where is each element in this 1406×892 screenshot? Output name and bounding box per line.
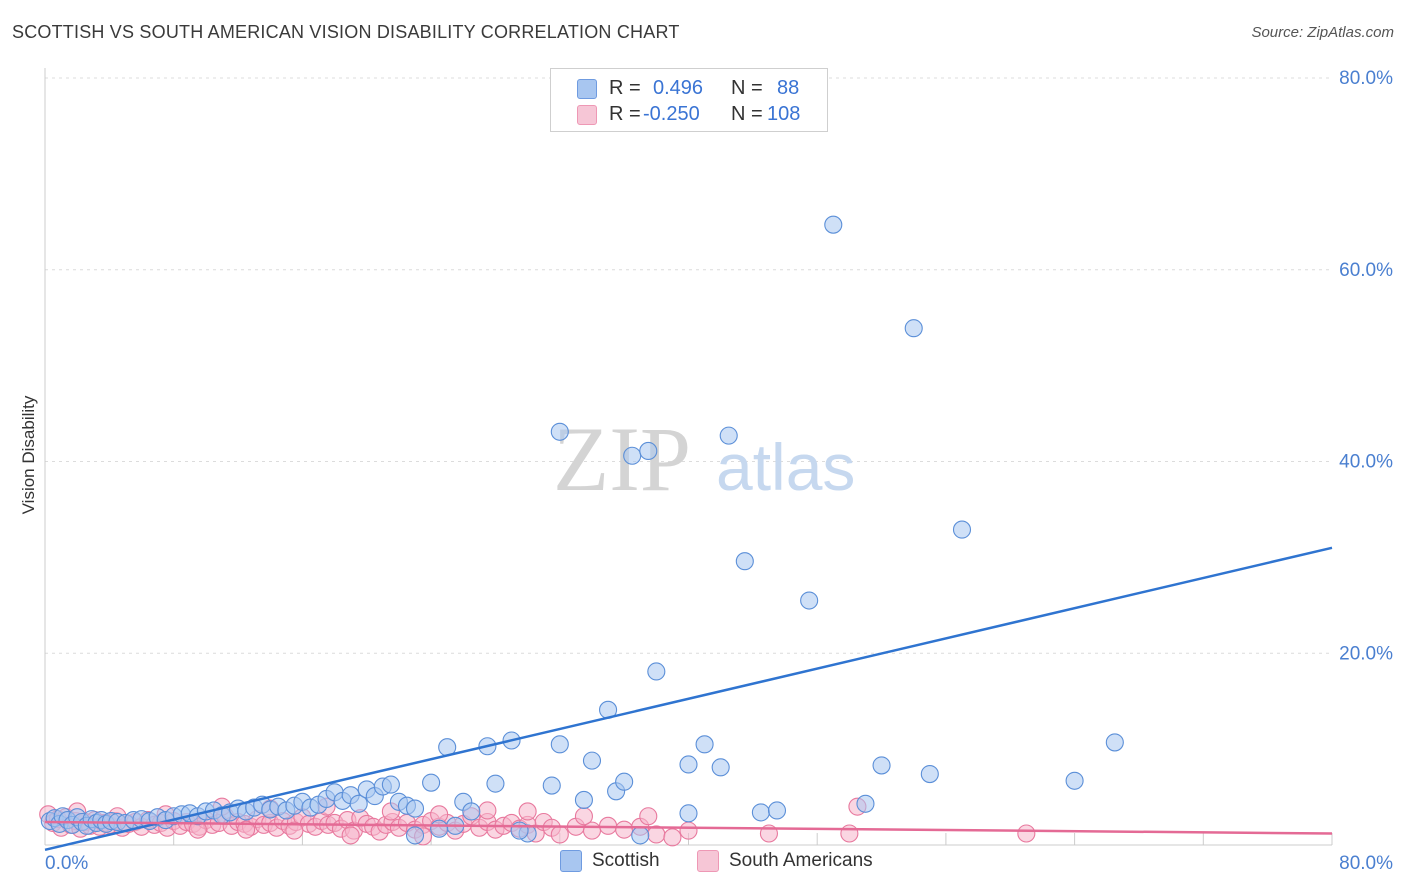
scottish-point[interactable] [872, 756, 891, 775]
y-tick-label: 60.0% [1339, 260, 1393, 281]
scottish-point[interactable] [719, 426, 738, 445]
n-label: N = [731, 102, 763, 125]
n-label: N = [731, 76, 763, 99]
south-americans-point[interactable] [341, 826, 360, 845]
scottish-points [40, 215, 1124, 845]
r-value: 0.496 [653, 76, 704, 99]
scottish-point[interactable] [462, 802, 481, 821]
legend-item-scottish[interactable]: Scottish [560, 850, 660, 872]
trend-lines [44, 546, 1333, 852]
scottish-point[interactable] [422, 773, 441, 792]
n-value: 108 [767, 102, 801, 125]
scottish-point[interactable] [405, 826, 425, 845]
scottish-point[interactable] [550, 735, 569, 754]
scottish-point[interactable] [631, 826, 650, 845]
legend-label: South Americans [729, 850, 873, 871]
scottish-point[interactable] [856, 794, 875, 813]
scottish-point[interactable] [735, 552, 754, 571]
stats-box: R = 0.496 N = 88 R = -0.250 N = 108 [550, 68, 828, 132]
y-tick-label: 20.0% [1339, 643, 1393, 664]
watermark: ZIP atlas [553, 408, 855, 510]
chart-title: SCOTTISH VS SOUTH AMERICAN VISION DISABI… [12, 22, 680, 42]
scottish-point[interactable] [639, 441, 658, 461]
r-value: -0.250 [643, 102, 700, 125]
south-americans-swatch [577, 105, 597, 125]
south-americans-point[interactable] [285, 821, 304, 840]
south-americans-point[interactable] [840, 824, 859, 843]
gridlines [45, 77, 1332, 654]
scottish-point[interactable] [405, 799, 425, 818]
south-americans-point[interactable] [679, 821, 698, 840]
south-americans-point[interactable] [574, 807, 593, 826]
scottish-point[interactable] [952, 520, 972, 539]
r-label: R = [609, 76, 641, 99]
scottish-swatch [577, 79, 597, 99]
legend-label: Scottish [592, 850, 660, 871]
south-americans-point[interactable] [518, 802, 537, 821]
scottish-point[interactable] [1105, 733, 1124, 752]
scottish-point[interactable] [542, 776, 561, 795]
y-axis-title: Vision Disability [19, 395, 38, 514]
watermark-atlas: atlas [716, 430, 855, 504]
scottish-point[interactable] [695, 735, 714, 754]
scottish-point[interactable] [679, 755, 698, 774]
y-tick-label: 40.0% [1339, 452, 1393, 473]
n-value: 88 [777, 76, 800, 99]
south-americans-point[interactable] [663, 828, 682, 847]
source-label: Source: ZipAtlas.com [1251, 24, 1394, 41]
scottish-point[interactable] [582, 751, 602, 770]
scottish-point[interactable] [623, 446, 642, 465]
scottish-point[interactable] [381, 775, 400, 794]
scottish-legend-swatch [560, 850, 582, 872]
r-label: R = [609, 102, 641, 125]
scottish-point[interactable] [510, 821, 529, 840]
south-americans-point[interactable] [237, 820, 256, 839]
x-tick-label-max: 80.0% [1339, 853, 1393, 874]
scottish-point[interactable] [904, 319, 923, 338]
scottish-point[interactable] [486, 774, 505, 793]
south-americans-point[interactable] [615, 820, 634, 839]
scottish-point[interactable] [349, 794, 368, 813]
scottish-point[interactable] [920, 765, 939, 784]
scottish-point[interactable] [1065, 771, 1084, 790]
scottish-point[interactable] [824, 215, 843, 234]
stats-row-scottish: R = 0.496 N = 88 [551, 75, 827, 101]
scottish-point[interactable] [647, 662, 666, 681]
tick-labels: 20.0% 40.0% 60.0% 80.0% 0.0% 80.0% [45, 68, 1393, 874]
scottish-point[interactable] [711, 758, 730, 777]
scottish-point[interactable] [550, 422, 569, 441]
south-americans-point[interactable] [550, 825, 569, 844]
scottish-point[interactable] [751, 803, 770, 822]
watermark-zip: ZIP [553, 408, 691, 510]
south-americans-trend-line [44, 820, 1333, 835]
legend-item-south-americans[interactable]: South Americans [697, 850, 873, 872]
south-americans-legend-swatch [697, 850, 719, 872]
x-tick-label-min: 0.0% [45, 853, 88, 874]
stats-row-south-americans: R = -0.250 N = 108 [551, 101, 827, 127]
scottish-point[interactable] [430, 819, 449, 838]
scottish-point[interactable] [800, 591, 819, 610]
y-tick-label: 80.0% [1339, 68, 1393, 89]
south-americans-point[interactable] [639, 807, 658, 826]
scottish-point[interactable] [615, 772, 634, 791]
scottish-point[interactable] [679, 804, 698, 823]
south-americans-point[interactable] [1017, 824, 1036, 843]
scottish-point[interactable] [574, 790, 593, 809]
south-americans-point[interactable] [478, 801, 497, 820]
scottish-point[interactable] [767, 801, 787, 820]
scottish-trend-line [44, 546, 1333, 852]
